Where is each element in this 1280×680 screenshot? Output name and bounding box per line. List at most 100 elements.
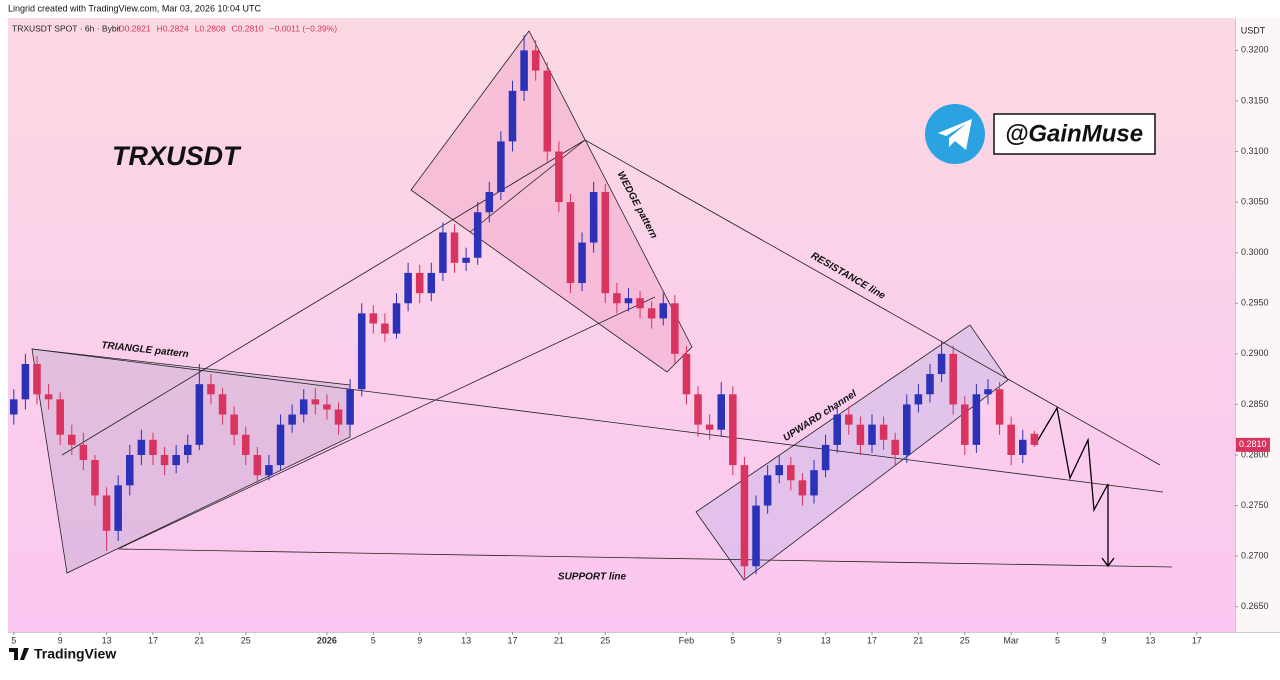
candle-body [647,308,656,319]
candle-body [659,303,668,319]
y-tick-label: 0.2900 [1241,348,1269,358]
candle-body [288,414,296,425]
x-tick-label: 25 [960,635,970,645]
x-tick-label: 9 [777,635,782,645]
candle-body [218,394,227,415]
y-tick-label: 0.2650 [1241,601,1269,611]
support-line [117,548,1173,568]
plane [938,119,972,150]
candle-body [56,399,64,435]
candle-body [682,353,691,395]
candle-body [485,191,494,213]
candle-body [462,257,470,263]
candle-body [671,303,679,354]
triangle-shape [31,348,351,574]
y-tick-label: 0.3100 [1241,146,1269,156]
candle-body [891,439,899,455]
candle-body [415,272,424,294]
candle-body [160,454,169,466]
x-tick-label: 17 [148,635,158,645]
arrow-head [1101,557,1115,568]
handle: @GainMuse [1005,120,1143,147]
trend-line [61,139,586,456]
x-tick-label: 5 [371,635,376,645]
candle-body [404,272,412,304]
projection [1034,406,1109,566]
x-tick-label: 13 [821,635,831,645]
last-price-box [1236,437,1270,452]
candle-body [1018,439,1027,455]
candle-body [752,505,760,567]
x-tick-label: 9 [417,635,422,645]
candle-body [149,439,157,455]
candle-body [578,242,586,284]
ohlc-value: O0.2821 [118,23,151,33]
x-tick-label: 5 [730,635,735,645]
candle-body [705,424,714,430]
x-tick-label: 13 [102,635,112,645]
candle-body [79,444,88,461]
ohlc-value: −0.0011 (−0.39%) [270,23,338,33]
candle-body [265,465,273,476]
candle-body [821,444,830,471]
y-tick-label: 0.3050 [1241,196,1269,206]
candle-body [323,404,331,410]
x-tick-label: 9 [1101,635,1106,645]
candle-body [879,424,888,440]
candle-body [984,389,992,395]
candle-body [903,404,911,455]
candle-body [636,298,644,309]
candle-body [589,191,598,243]
x-tick-label: 17 [1192,635,1202,645]
x-tick-label: 13 [461,635,471,645]
credit: Lingrid created with TradingView.com, Ma… [8,3,261,13]
trend-line [31,348,1164,493]
candle-body [775,465,783,476]
x-tick-label: 21 [913,635,923,645]
x-tick-label: 21 [194,635,204,645]
candle-body [126,454,134,486]
y-tick-label: 0.2950 [1241,298,1269,308]
x-tick-label: 5 [1055,635,1060,645]
x-tick-label: 2026 [317,635,337,645]
x-tick-label: 13 [1145,635,1155,645]
candle-body [624,298,633,304]
handle-box [993,113,1156,155]
candle-body [10,399,18,415]
candle-body [230,414,238,435]
candle-body [299,399,308,415]
candle-body [787,465,795,481]
candle-body [995,389,1004,425]
candle-body [856,424,865,445]
candle-body [763,475,772,506]
candle-body [937,353,946,375]
candle-body [961,404,969,445]
candle-body [729,394,737,466]
candle-body [810,470,818,496]
candle-body [357,313,366,390]
y-tick-label: 0.3200 [1241,45,1269,55]
candle-body [497,141,505,192]
chart-title: TRXUSDT [112,141,242,171]
y-tick-label: 0.2750 [1241,500,1269,510]
y-tick-label: 0.2800 [1241,449,1269,459]
candle-body [926,374,934,395]
candle-body [44,394,53,400]
logo-text: TradingView [34,646,116,662]
candle-body [183,444,192,455]
candle-body [253,454,262,476]
candle-body [798,480,807,496]
candle-body [334,409,343,425]
candle-body [381,323,389,334]
footer-logo: TradingView [9,646,116,662]
candle-body [566,202,575,284]
x-tick-label: 9 [58,635,63,645]
price-axis [1236,18,1280,632]
candle-body [91,460,99,496]
last-price-label: 0.2810 [1239,439,1267,449]
y-tick-label: 0.2850 [1241,399,1269,409]
candle-body [195,384,204,445]
candle-body [207,384,215,395]
